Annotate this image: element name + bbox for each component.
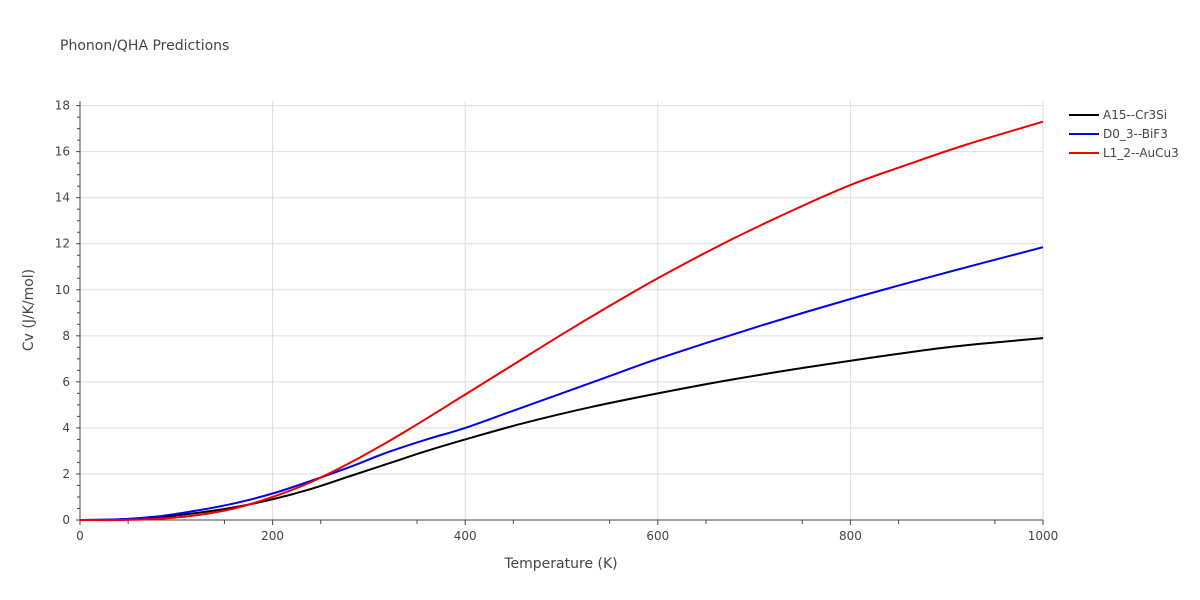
x-tick-label: 1000 [1028,529,1059,543]
series-line-2 [79,246,1044,521]
y-tick-label: 18 [55,99,70,113]
axes [76,101,1044,525]
x-axis-title: Temperature (K) [503,556,617,572]
legend-label: D0_3--BiF3 [1103,127,1168,141]
x-tick-label: 800 [839,529,862,543]
y-tick-label: 4 [62,421,70,435]
chart-title: Phonon/QHA Predictions [60,38,229,54]
y-tick-label: 2 [62,467,70,481]
legend-item-3[interactable]: L1_2--AuCu3 [1069,146,1179,160]
y-tick-labels: 0 2 4 6 8 10 12 14 16 18 [55,99,70,527]
x-tick-label: 200 [261,529,284,543]
series-line-1 [79,337,1044,521]
legend[interactable]: A15--Cr3Si D0_3--BiF3 L1_2--AuCu3 [1069,108,1179,160]
legend-label: A15--Cr3Si [1103,108,1167,122]
y-tick-label: 16 [55,145,70,159]
x-tick-label: 600 [646,529,669,543]
legend-item-1[interactable]: A15--Cr3Si [1069,108,1167,122]
y-tick-label: 10 [55,283,70,297]
y-tick-label: 6 [62,375,70,389]
y-tick-label: 8 [62,329,70,343]
x-tick-labels: 0 200 400 600 800 1000 [76,529,1058,543]
legend-item-2[interactable]: D0_3--BiF3 [1069,127,1168,141]
series-lines [79,120,1044,522]
series-line-3 [79,120,1044,522]
y-tick-label: 0 [62,513,70,527]
x-tick-label: 0 [76,529,84,543]
legend-label: L1_2--AuCu3 [1103,146,1179,160]
grid [80,101,1044,520]
y-tick-label: 14 [55,191,70,205]
x-tick-label: 400 [454,529,477,543]
y-axis-title: Cv (J/K/mol) [21,269,37,351]
y-tick-label: 12 [55,237,70,251]
